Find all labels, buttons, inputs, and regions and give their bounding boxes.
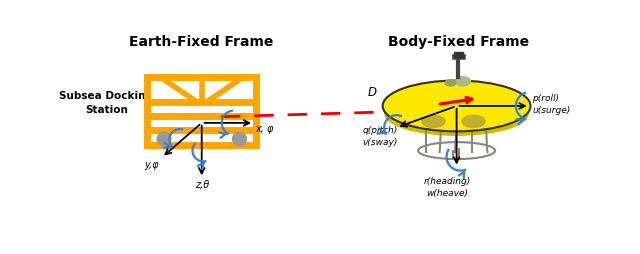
Bar	[147, 116, 257, 130]
Ellipse shape	[422, 115, 445, 128]
Ellipse shape	[383, 103, 530, 115]
Text: y,φ: y,φ	[144, 160, 159, 170]
Ellipse shape	[391, 107, 522, 129]
Text: r(heading)
w(heave): r(heading) w(heave)	[424, 177, 471, 198]
Text: D: D	[368, 86, 377, 99]
Ellipse shape	[445, 80, 456, 86]
Text: p(roll)
u(surge): p(roll) u(surge)	[532, 94, 570, 115]
Ellipse shape	[383, 81, 530, 131]
Text: z,θ: z,θ	[195, 180, 210, 190]
Bar	[454, 52, 463, 57]
Circle shape	[157, 132, 171, 146]
Circle shape	[232, 132, 246, 146]
Ellipse shape	[455, 77, 470, 86]
Ellipse shape	[385, 92, 528, 135]
Text: x, φ: x, φ	[255, 124, 274, 134]
Text: Earth-Fixed Frame: Earth-Fixed Frame	[129, 35, 273, 49]
Text: Subsea Docking
Station: Subsea Docking Station	[60, 91, 153, 115]
Text: Body-Fixed Frame: Body-Fixed Frame	[388, 35, 529, 49]
Bar	[147, 77, 257, 145]
Text: q(pitch)
v(sway): q(pitch) v(sway)	[363, 126, 398, 148]
Ellipse shape	[462, 115, 485, 128]
